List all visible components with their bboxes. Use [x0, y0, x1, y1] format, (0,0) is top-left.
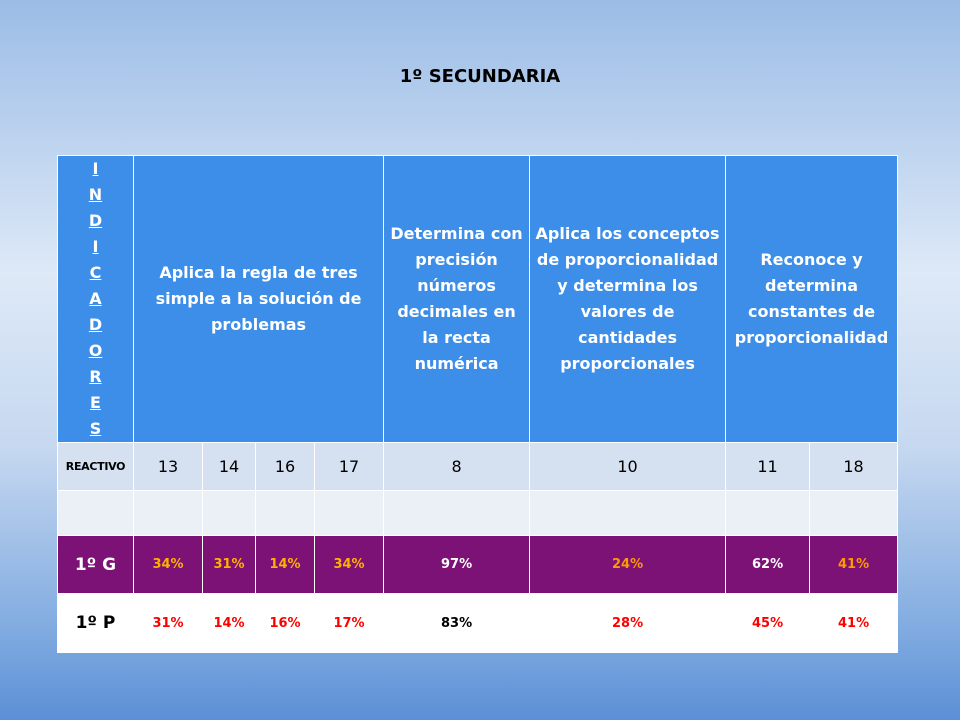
percent-cell: 31% [202, 535, 256, 594]
page-title: 1º SECUNDARIA [399, 66, 561, 87]
group-row-1g: 1º G 34% 31% 14% 34% 97% 24% 62% 41% [57, 535, 899, 594]
blank-cell [725, 490, 811, 536]
blank-cell [313, 490, 385, 536]
percent-cell: 41% [809, 593, 899, 653]
blank-cell [133, 490, 203, 536]
percent-cell: 17% [313, 593, 385, 653]
blank-cell [202, 490, 256, 536]
reactivo-cell: 10 [529, 442, 727, 491]
header-col-decimales: Determina con precisión números decimale… [383, 155, 531, 443]
reactivo-cell: 8 [383, 442, 531, 491]
percent-cell: 83% [383, 593, 531, 653]
percent-cell: 34% [133, 535, 203, 594]
blank-cell [809, 490, 899, 536]
blank-cell [57, 490, 134, 536]
percent-cell: 16% [255, 593, 315, 653]
percent-cell: 14% [255, 535, 315, 594]
header-col-proporcionalidad: Aplica los conceptos de proporcionalidad… [529, 155, 727, 443]
percent-cell: 14% [202, 593, 256, 653]
reactivo-cell: 17 [313, 442, 385, 491]
reactivo-cell: 11 [725, 442, 811, 491]
header-col-regla-tres: Aplica la regla de tres simple a la solu… [132, 155, 385, 443]
percent-cell: 62% [725, 535, 811, 594]
reactivo-row: REACTIVO 13 14 16 17 8 10 11 18 [57, 442, 899, 491]
reactivo-cell: 13 [133, 442, 203, 491]
header-row: I N D I C A D O R E S Aplica la regla de… [57, 155, 899, 443]
blank-cell [529, 490, 727, 536]
group-row-1p: 1º P 31% 14% 16% 17% 83% 28% 45% 41% [57, 593, 899, 653]
group-label: 1º P [57, 593, 134, 653]
reactivo-cell: 16 [255, 442, 315, 491]
percent-cell: 45% [725, 593, 811, 653]
blank-cell [383, 490, 531, 536]
header-col-constantes: Reconoce y determina constantes de propo… [725, 155, 899, 443]
percent-cell: 41% [809, 535, 899, 594]
reactivo-label: REACTIVO [57, 442, 134, 491]
group-label: 1º G [57, 535, 134, 594]
blank-row [57, 490, 899, 536]
percent-cell: 97% [383, 535, 531, 594]
percent-cell: 31% [133, 593, 203, 653]
percent-cell: 34% [313, 535, 385, 594]
blank-cell [255, 490, 315, 536]
percent-cell: 28% [529, 593, 727, 653]
indicadores-cell: I N D I C A D O R E S [57, 155, 134, 443]
percent-cell: 24% [529, 535, 727, 594]
reactivo-cell: 14 [202, 442, 256, 491]
reactivo-cell: 18 [809, 442, 899, 491]
results-table: I N D I C A D O R E S Aplica la regla de… [57, 155, 899, 653]
